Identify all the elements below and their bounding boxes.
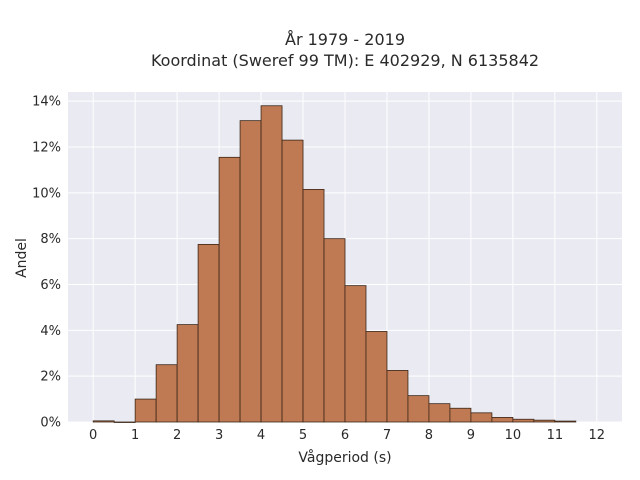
histogram-bar <box>470 412 493 423</box>
y-tick-label: 8% <box>40 232 61 247</box>
histogram-bar <box>323 238 346 423</box>
histogram-bar <box>260 105 283 423</box>
chart-title-line1: År 1979 - 2019 <box>285 30 405 49</box>
histogram-bar <box>197 243 220 423</box>
histogram-bar <box>449 407 472 423</box>
histogram-bar <box>428 403 451 423</box>
x-tick-label: 12 <box>589 428 606 443</box>
histogram-bar <box>344 285 367 423</box>
histogram-bar <box>134 398 157 423</box>
x-tick-label: 5 <box>299 428 307 443</box>
histogram-bar <box>113 421 136 423</box>
histogram-bar <box>407 395 430 423</box>
histogram-bar <box>512 418 535 423</box>
histogram-bar <box>554 420 577 423</box>
x-tick-label: 1 <box>131 428 139 443</box>
histogram-bar <box>281 139 304 423</box>
histogram-bar <box>92 420 115 423</box>
x-tick-label: 8 <box>425 428 433 443</box>
histogram-bar <box>239 120 262 423</box>
x-axis-ticks: 0 1 2 3 4 5 6 7 8 9 10 11 12 <box>89 428 605 443</box>
y-axis-ticks: 0% 2% 4% 6% 8% 10% 12% 14% <box>32 95 61 431</box>
histogram-bars <box>92 105 577 423</box>
histogram-bar <box>218 156 241 423</box>
x-tick-label: 2 <box>173 428 181 443</box>
y-axis-label: Andel <box>14 238 30 278</box>
x-tick-label: 7 <box>383 428 391 443</box>
x-tick-label: 3 <box>215 428 223 443</box>
histogram-bar <box>533 419 556 423</box>
chart-title-line2: Koordinat (Sweref 99 TM): E 402929, N 61… <box>151 51 539 70</box>
y-tick-label: 6% <box>40 278 61 293</box>
y-tick-label: 12% <box>32 141 61 156</box>
histogram-bar <box>155 364 178 423</box>
y-tick-label: 4% <box>40 324 61 339</box>
x-axis-label: Vågperiod (s) <box>298 449 391 466</box>
y-tick-label: 0% <box>40 416 61 431</box>
x-tick-label: 6 <box>341 428 349 443</box>
histogram-bar <box>365 331 388 423</box>
x-tick-label: 10 <box>505 428 522 443</box>
y-tick-label: 2% <box>40 370 61 385</box>
x-tick-label: 0 <box>89 428 97 443</box>
x-tick-label: 9 <box>467 428 475 443</box>
x-tick-label: 4 <box>257 428 265 443</box>
histogram-bar <box>491 417 514 423</box>
y-tick-label: 10% <box>32 186 61 201</box>
x-tick-label: 11 <box>547 428 564 443</box>
histogram-bar <box>302 188 325 423</box>
y-tick-label: 14% <box>32 95 61 110</box>
histogram-bar <box>176 324 199 423</box>
histogram-bar <box>386 370 409 423</box>
